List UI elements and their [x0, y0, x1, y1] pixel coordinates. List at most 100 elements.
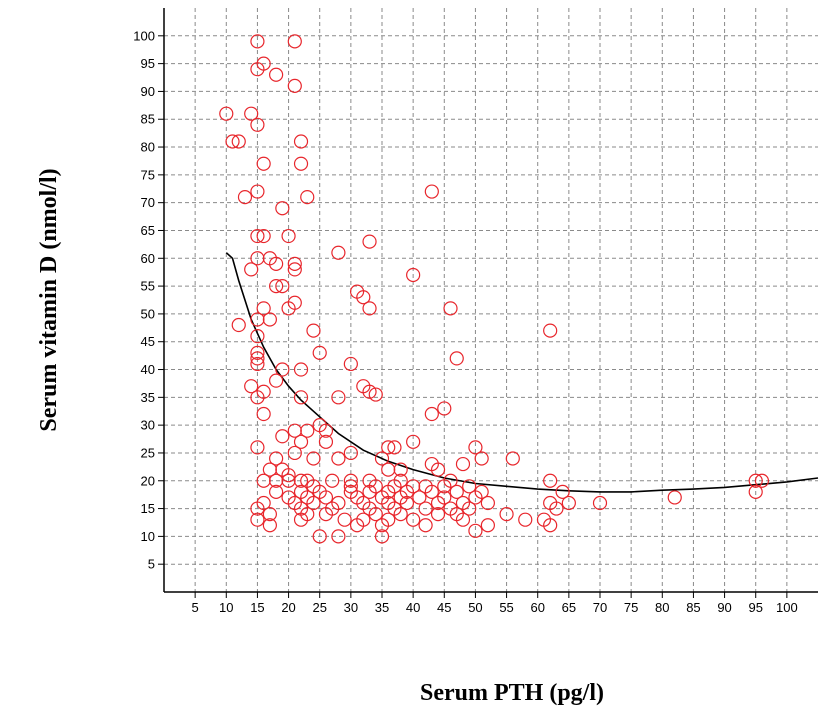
y-tick-label: 55	[141, 279, 155, 294]
data-point	[343, 473, 358, 488]
data-point	[256, 156, 271, 171]
y-tick-label: 15	[141, 501, 155, 516]
x-tick-label: 15	[250, 600, 264, 615]
data-point	[306, 323, 321, 338]
data-point	[374, 451, 390, 466]
tick-labels: 5 10 15 20 25 30 35 40 45 50 55 60 65 70 75 80 85 90 95 100…	[133, 28, 797, 615]
data-point	[430, 462, 446, 477]
data-point	[437, 401, 452, 416]
data-point	[250, 117, 265, 132]
data-point	[343, 479, 358, 494]
data-point	[499, 507, 514, 522]
data-point	[381, 440, 396, 455]
data-point	[406, 267, 421, 283]
data-point	[250, 62, 265, 77]
data-point	[293, 156, 309, 171]
x-tick-label: 20	[281, 600, 295, 615]
y-tick-label: 80	[141, 140, 155, 155]
data-point	[281, 228, 296, 244]
data-point	[368, 387, 383, 402]
data-point	[356, 290, 371, 305]
data-point	[250, 34, 265, 49]
data-point	[225, 134, 240, 149]
data-point	[343, 356, 358, 372]
data-point	[281, 301, 296, 316]
data-point	[287, 78, 302, 93]
data-point	[237, 190, 253, 205]
data-point	[318, 423, 334, 438]
data-point	[455, 456, 471, 472]
data-point	[424, 184, 439, 199]
data-point	[250, 228, 265, 244]
data-point	[312, 529, 327, 544]
data-point	[250, 351, 265, 366]
data-point	[337, 512, 352, 527]
data-point	[250, 356, 265, 372]
data-point	[518, 512, 533, 527]
x-tick-label: 50	[468, 600, 482, 615]
x-tick-label: 80	[655, 600, 669, 615]
data-point	[287, 445, 302, 461]
data-point	[754, 473, 770, 488]
y-tick-label: 50	[141, 306, 155, 321]
data-point	[343, 445, 358, 461]
y-tick-label: 40	[141, 362, 155, 377]
data-point	[455, 512, 471, 527]
x-tick-label: 55	[499, 600, 513, 615]
data-point	[393, 507, 408, 522]
data-point	[244, 379, 259, 394]
data-point	[381, 462, 396, 477]
fit-curve	[225, 252, 819, 493]
data-point	[244, 262, 259, 277]
data-point	[269, 256, 284, 271]
data-point	[368, 507, 383, 522]
data-point	[256, 228, 271, 244]
data-point	[331, 390, 346, 405]
x-tick-label: 60	[530, 600, 544, 615]
y-tick-label: 45	[141, 334, 155, 349]
data-point	[269, 67, 284, 82]
data-point	[412, 490, 427, 505]
x-tick-label: 45	[437, 600, 451, 615]
data-point	[592, 495, 608, 511]
x-axis-title: Serum PTH (pg/l)	[420, 680, 604, 706]
data-point	[430, 495, 446, 511]
data-point	[300, 190, 315, 205]
y-tick-label: 60	[141, 251, 155, 266]
x-tick-label: 95	[748, 600, 762, 615]
x-tick-label: 25	[312, 600, 326, 615]
data-point	[748, 484, 763, 499]
data-point	[543, 323, 558, 338]
data-point	[474, 451, 489, 466]
data-point	[468, 490, 483, 505]
y-axis-title: Serum vitamin D (nmol/l)	[36, 168, 62, 431]
data-point	[449, 351, 464, 366]
data-point	[331, 529, 346, 544]
data-point	[480, 495, 495, 511]
data-point	[244, 106, 259, 121]
data-point	[293, 390, 309, 405]
data-point	[262, 507, 277, 522]
data-points	[219, 34, 770, 544]
data-point	[293, 134, 309, 149]
x-tick-label: 30	[344, 600, 358, 615]
data-point	[318, 434, 334, 449]
data-point	[300, 423, 315, 438]
data-point	[331, 245, 346, 260]
y-tick-label: 35	[141, 390, 155, 405]
data-point	[287, 256, 302, 271]
plot-area	[164, 8, 818, 592]
data-point	[231, 317, 246, 333]
data-point	[262, 518, 277, 533]
x-tick-label: 100	[776, 600, 798, 615]
data-point	[256, 301, 271, 316]
data-point	[318, 507, 334, 522]
data-point	[362, 384, 377, 399]
data-point	[480, 518, 495, 533]
data-point	[231, 134, 246, 149]
data-point	[250, 440, 265, 455]
data-point	[443, 301, 458, 316]
data-point	[667, 490, 682, 505]
axis-ticks	[158, 35, 788, 598]
data-point	[748, 473, 763, 488]
